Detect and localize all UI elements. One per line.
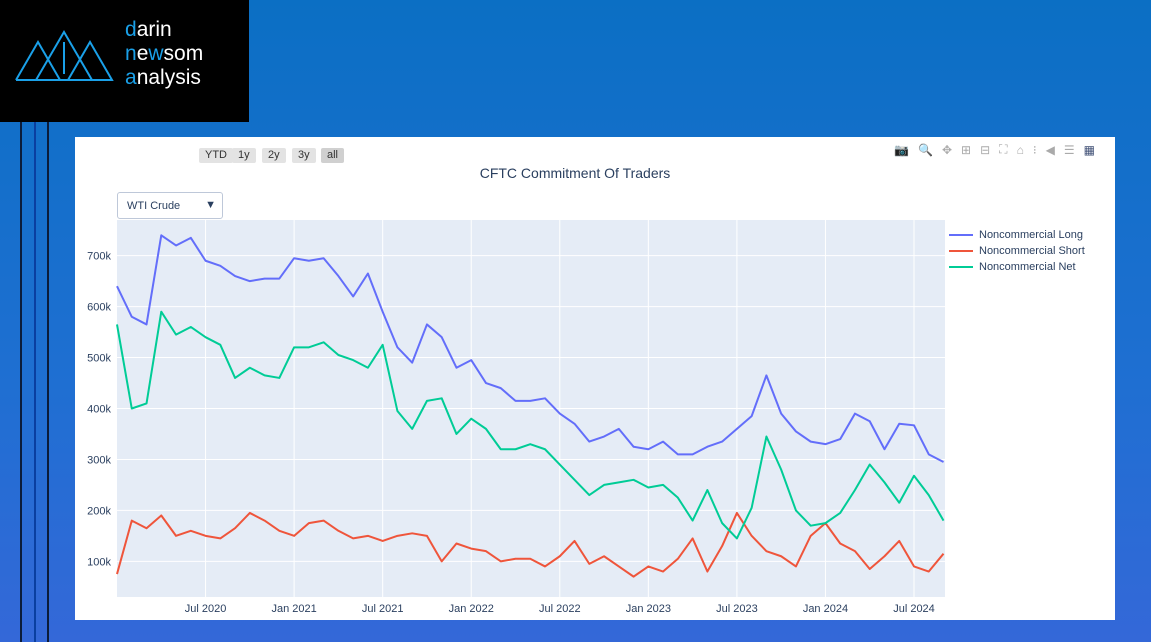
reset-axes-icon[interactable]: ⌂ <box>1016 142 1024 157</box>
y-tick-label: 500k <box>87 353 111 365</box>
hover-closest-icon[interactable]: ◀ <box>1045 142 1055 157</box>
pan-icon[interactable]: ✥ <box>941 142 953 157</box>
x-tick-label: Jul 2022 <box>539 603 581 615</box>
x-tick-label: Jul 2023 <box>716 603 758 615</box>
y-tick-label: 300k <box>87 454 111 466</box>
dropdown-arrow-icon: ▼ <box>205 199 216 211</box>
y-tick-label: 600k <box>87 302 111 314</box>
autoscale-icon[interactable]: ⛶ <box>999 142 1008 156</box>
range-button-3y[interactable]: 3y <box>292 148 316 163</box>
commodity-dropdown[interactable]: WTI Crude ▼ <box>117 192 223 219</box>
x-tick-label: Jan 2024 <box>803 603 848 615</box>
plotly-logo-icon[interactable]: ▦ <box>1083 142 1095 157</box>
y-tick-label: 700k <box>87 251 111 263</box>
y-tick-label: 200k <box>87 505 111 517</box>
series-short-line <box>116 511 945 578</box>
hover-compare-icon[interactable]: ☰ <box>1063 142 1075 157</box>
dropdown-value: WTI Crude <box>127 200 181 212</box>
chart-title: CFTC Commitment Of Traders <box>479 165 671 181</box>
zoom-out-icon[interactable]: ⊟ <box>980 142 991 157</box>
camera-icon[interactable]: 📷 <box>894 142 910 157</box>
series-net-line <box>116 310 945 540</box>
spike-lines-icon[interactable]: ⁝ <box>1032 142 1037 157</box>
x-tick-label: Jul 2024 <box>893 603 935 615</box>
plot-area[interactable]: 100k 200k 300k 400k 500k 600k 700k Jul 2020 Jan … <box>75 137 1115 620</box>
legend: Noncommercial Long Noncommercial Short N… <box>949 227 1085 275</box>
legend-item-short[interactable]: Noncommercial Short <box>949 243 1085 259</box>
decorative-line <box>34 122 36 642</box>
x-tick-label: Jul 2020 <box>185 603 227 615</box>
range-button-all[interactable]: all <box>321 148 345 163</box>
chart-panel: YTD 1y 2y 3y all 📷 🔍 ✥ ⊞ ⊟ ⛶ ⌂ ⁝ ◀ ☰ ▦ C… <box>75 137 1115 620</box>
modebar: 📷 🔍 ✥ ⊞ ⊟ ⛶ ⌂ ⁝ ◀ ☰ ▦ <box>894 142 1095 157</box>
logo-text: darin newsom analysis <box>125 18 204 89</box>
mountain-wheat-icon <box>15 30 114 81</box>
range-button-ytd[interactable]: YTD <box>199 148 233 163</box>
range-button-1y[interactable]: 1y <box>232 148 256 163</box>
decorative-line <box>20 122 22 642</box>
range-button-2y[interactable]: 2y <box>262 148 286 163</box>
x-tick-label: Jan 2023 <box>626 603 671 615</box>
x-tick-label: Jan 2021 <box>271 603 316 615</box>
y-tick-label: 100k <box>87 556 111 568</box>
brand-logo: darin newsom analysis <box>0 0 249 122</box>
legend-item-long[interactable]: Noncommercial Long <box>949 227 1085 243</box>
legend-item-net[interactable]: Noncommercial Net <box>949 259 1085 275</box>
series-long-line <box>116 234 944 463</box>
zoom-icon[interactable]: 🔍 <box>918 142 933 157</box>
y-tick-label: 400k <box>87 404 111 416</box>
x-tick-label: Jul 2021 <box>362 603 404 615</box>
decorative-line <box>47 122 49 642</box>
x-tick-label: Jan 2022 <box>449 603 494 615</box>
zoom-in-icon[interactable]: ⊞ <box>961 142 972 157</box>
